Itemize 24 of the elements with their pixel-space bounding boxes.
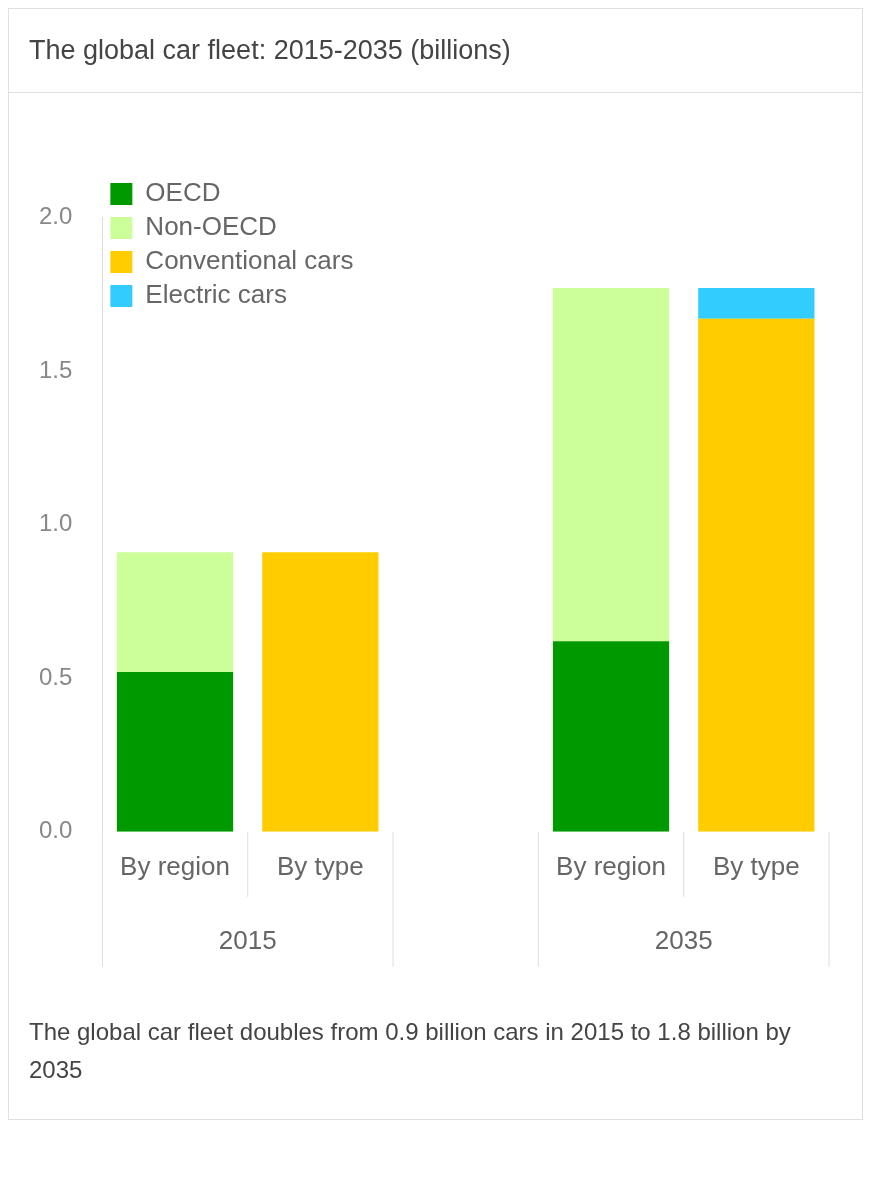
y-tick-label: 0.5	[38, 662, 73, 690]
x-tick-label: By region	[120, 850, 230, 881]
x-tick-label: By region	[556, 850, 666, 881]
bar	[552, 641, 670, 832]
legend-label: OECD	[145, 177, 221, 208]
chart-title: The global car fleet: 2015-2035 (billions)	[9, 9, 862, 93]
y-tick-label: 1.5	[38, 355, 73, 383]
y-tick-label: 2.0	[38, 202, 73, 230]
legend-label: Conventional cars	[145, 245, 354, 276]
bar	[698, 288, 815, 319]
bar	[116, 552, 234, 673]
legend-label: Non-OECD	[145, 211, 277, 242]
text: The global car fleet doubles from 0.9 billion cars in 2015 to 1.8 billion by 2035	[28, 1017, 792, 1085]
bar	[698, 318, 815, 832]
bar	[552, 288, 670, 642]
y-tick-label: 0.0	[38, 816, 73, 844]
bar	[262, 552, 379, 832]
y-tick-label: 1.0	[38, 509, 73, 537]
legend-label: Electric cars	[145, 279, 287, 310]
text: 2035	[654, 924, 713, 955]
text: 2015	[218, 924, 277, 955]
x-tick-label: By type	[276, 850, 364, 881]
bar	[116, 672, 234, 832]
x-tick-label: By type	[712, 850, 800, 881]
